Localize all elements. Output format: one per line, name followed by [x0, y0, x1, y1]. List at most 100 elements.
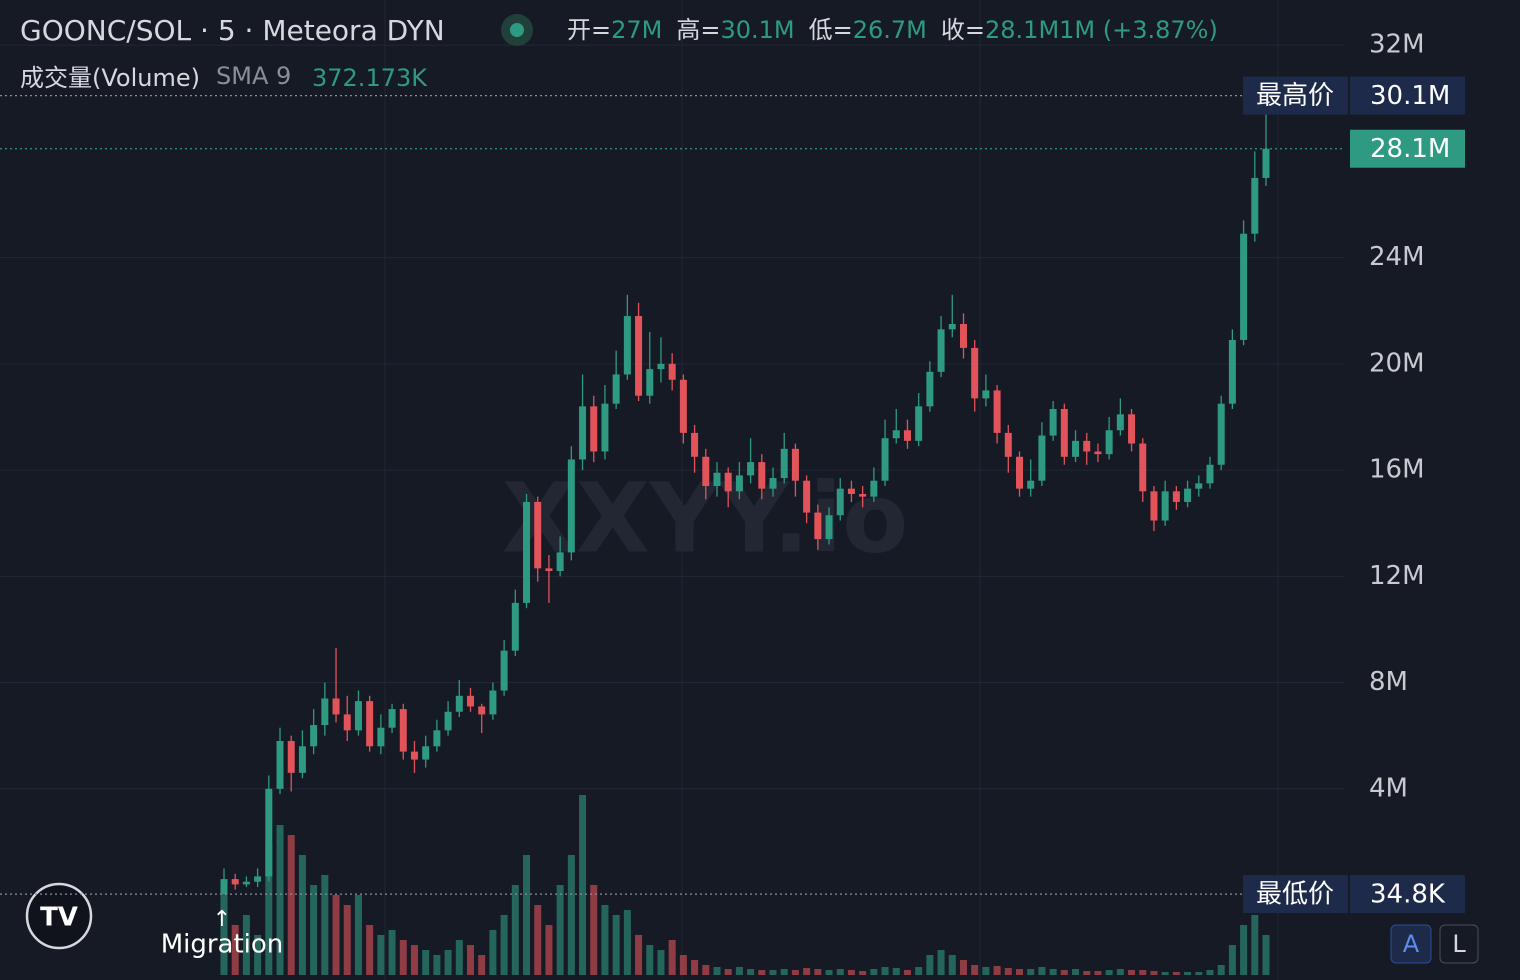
- y-tick-label: 8M: [1369, 667, 1408, 697]
- volume-bar: [545, 925, 553, 975]
- volume-bar: [803, 968, 811, 975]
- body: [993, 390, 1001, 433]
- body: [298, 746, 306, 773]
- body: [836, 488, 844, 516]
- annotation-arrow: ↑: [213, 907, 231, 932]
- body: [1105, 430, 1113, 455]
- body: [545, 568, 553, 572]
- body: [1128, 414, 1136, 444]
- level-label: 最高价: [1256, 81, 1334, 111]
- volume-bar: [265, 845, 273, 975]
- volume-bar: [399, 940, 407, 975]
- body: [399, 709, 407, 752]
- body: [803, 480, 811, 513]
- body: [724, 472, 732, 492]
- level-label-bg: [1243, 76, 1348, 115]
- body: [556, 552, 564, 572]
- body: [1150, 491, 1158, 521]
- y-tick-label: 16M: [1369, 455, 1425, 485]
- body: [769, 478, 777, 489]
- body: [1228, 339, 1236, 404]
- ohlc-value: 30.1M: [720, 16, 794, 44]
- body: [444, 711, 452, 731]
- body: [735, 475, 743, 492]
- body: [242, 881, 250, 885]
- volume-bar: [948, 955, 956, 975]
- body: [780, 448, 788, 479]
- volume-bar: [1016, 969, 1024, 975]
- body: [1251, 177, 1259, 234]
- body: [500, 650, 508, 691]
- volume-bar: [612, 915, 620, 975]
- body: [1094, 451, 1102, 455]
- ohlc-key: 高=: [676, 16, 720, 44]
- button-l-label: L: [1452, 930, 1466, 958]
- level-value: 28.1M: [1370, 134, 1450, 164]
- body: [691, 432, 699, 457]
- body: [377, 727, 385, 747]
- y-tick-label: 20M: [1369, 348, 1425, 378]
- body: [1206, 464, 1214, 484]
- volume-bar: [635, 935, 643, 975]
- body: [366, 701, 374, 747]
- volume-bar: [982, 967, 990, 975]
- volume-bar: [1027, 969, 1035, 975]
- body: [1240, 233, 1248, 340]
- body: [1262, 148, 1270, 178]
- grid: [0, 0, 1345, 980]
- body: [343, 714, 351, 731]
- body: [1083, 440, 1091, 452]
- volume-bar: [993, 966, 1001, 975]
- body: [1161, 491, 1169, 521]
- volume-bar: [422, 950, 430, 975]
- body: [455, 695, 463, 712]
- body: [220, 879, 228, 894]
- body: [511, 602, 519, 651]
- body: [534, 501, 542, 569]
- volume-bar: [242, 915, 250, 975]
- body: [1172, 491, 1180, 502]
- body: [265, 788, 273, 877]
- volume-bar: [1240, 925, 1248, 975]
- volume-bar: [903, 970, 911, 975]
- volume-bar: [1228, 945, 1236, 975]
- body: [332, 698, 340, 715]
- volume-bar: [489, 930, 497, 975]
- volume-bar: [343, 905, 351, 975]
- body: [679, 379, 687, 433]
- volume-bar: [433, 955, 441, 975]
- body: [948, 324, 956, 330]
- tv-logo[interactable]: [25, 882, 93, 950]
- volume-bar: [590, 885, 598, 975]
- body: [791, 448, 799, 481]
- body: [1060, 408, 1068, 457]
- volume-bar: [231, 925, 239, 975]
- volume-bar: [1094, 971, 1102, 975]
- ohlc-value: 1M (+3.87%): [1059, 16, 1218, 44]
- body: [254, 876, 262, 882]
- body: [702, 456, 710, 487]
- volume-bar: [1184, 972, 1192, 975]
- volume-bar: [1049, 969, 1057, 975]
- body: [1184, 488, 1192, 502]
- ohlc-value: 27M: [611, 16, 662, 44]
- button-a[interactable]: [1390, 924, 1432, 964]
- body: [903, 430, 911, 441]
- volume-bar: [287, 835, 295, 975]
- body: [859, 493, 867, 497]
- volume-bar: [881, 967, 889, 975]
- volume-bar: [1004, 968, 1012, 975]
- body: [657, 363, 665, 370]
- body: [623, 316, 631, 375]
- volume-bar: [410, 945, 418, 975]
- volume-bar: [1262, 935, 1270, 975]
- volume-bar: [836, 969, 844, 975]
- volume-bar: [354, 895, 362, 975]
- body: [959, 324, 967, 348]
- body: [937, 329, 945, 372]
- button-l[interactable]: [1439, 924, 1479, 964]
- volume-bar: [926, 955, 934, 975]
- volume-bar: [1161, 972, 1169, 975]
- body: [646, 369, 654, 396]
